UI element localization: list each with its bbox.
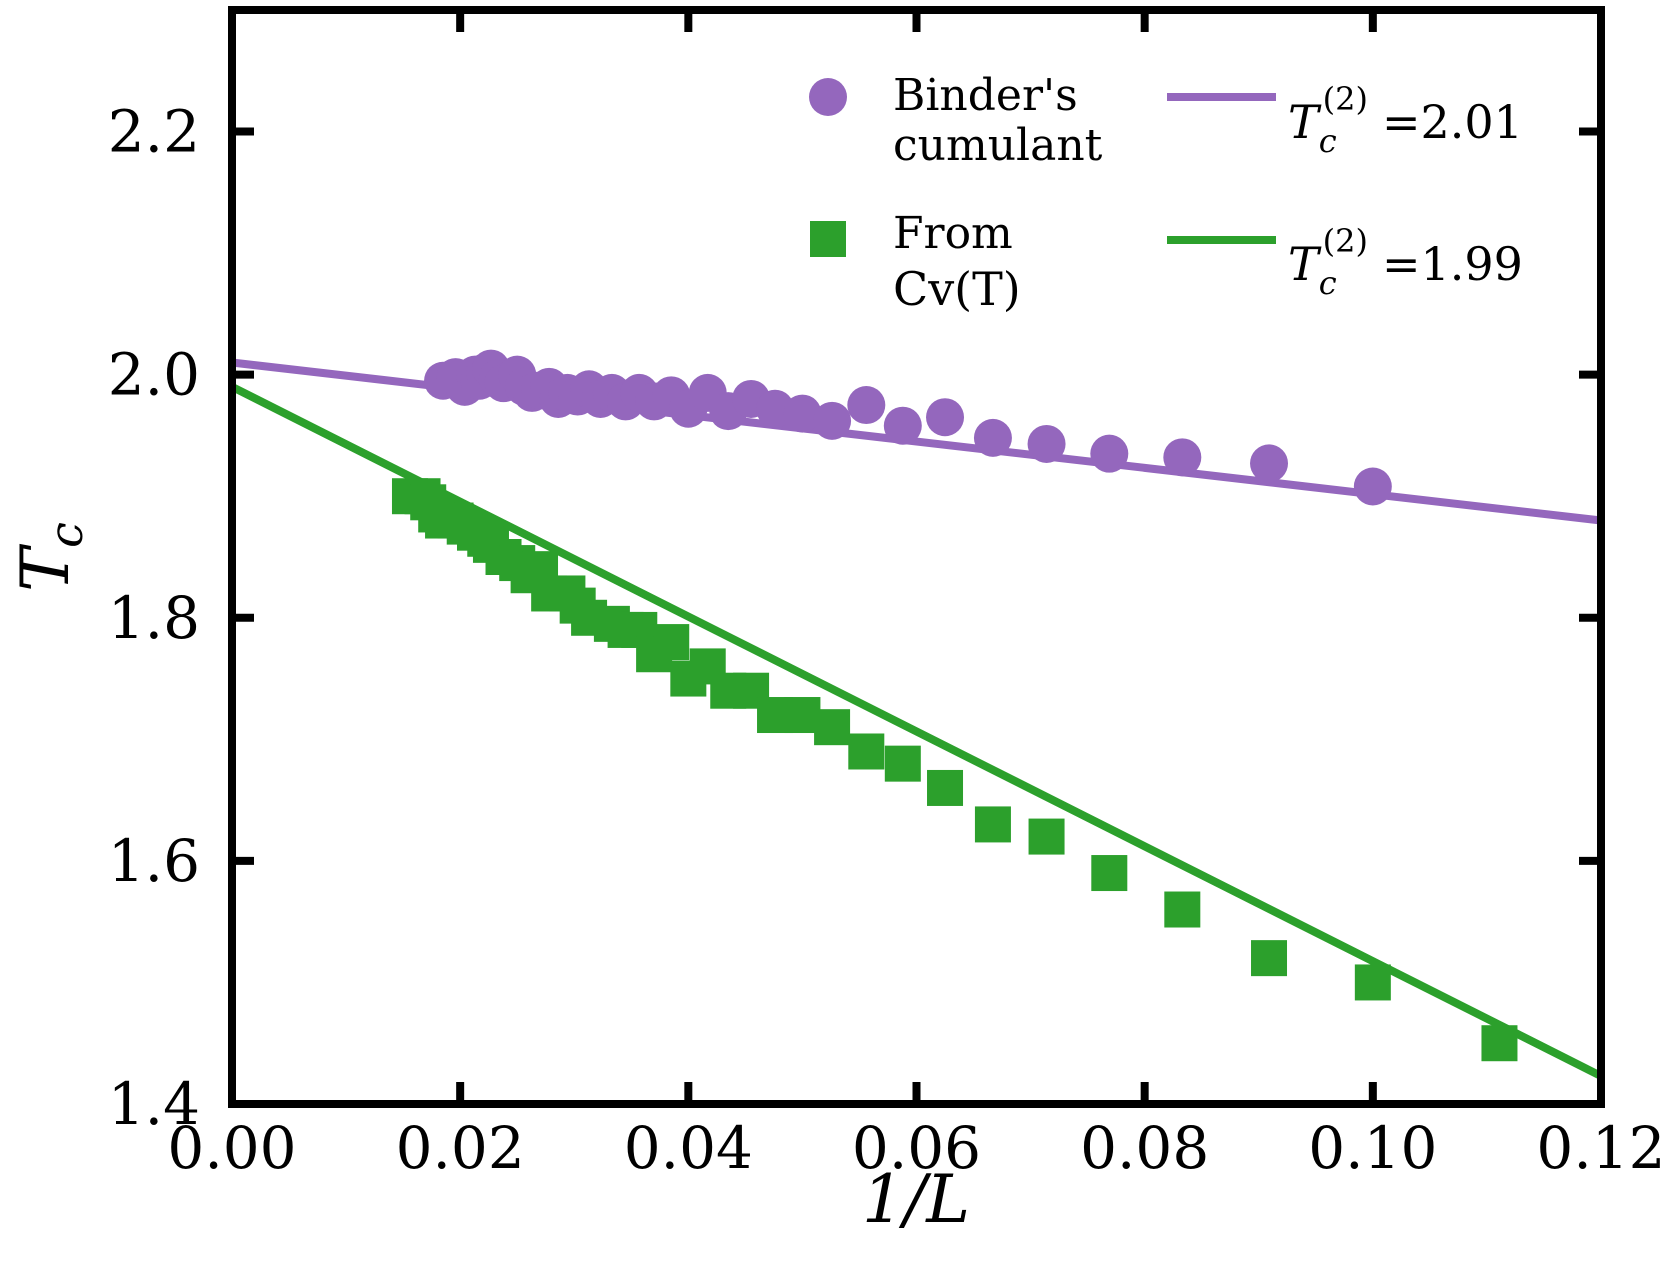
data-point-binder-36 [1090,434,1129,473]
x-tick-label-6: 0.12 [1536,1114,1661,1182]
legend-cv-line2: Cv(T) [893,262,1021,316]
y-axis-label-main: T [7,543,84,592]
legend-fit-label-binder: Tc(2) =2.01 [1288,80,1523,160]
data-point-binder-32 [883,406,922,445]
x-tick-label-2: 0.04 [624,1114,753,1182]
axis-ticks [228,10,1605,1108]
data-markers [391,349,1518,1062]
data-point-binder-38 [1250,444,1289,483]
legend-marker-binder [809,78,847,116]
data-point-cv-29 [814,709,851,746]
data-point-cv-35 [1091,855,1128,892]
y-tick-label-1: 1.6 [108,827,200,895]
legend-cv-label: Cv(T) [893,262,1021,316]
data-point-binder-33 [926,398,965,437]
x-axis-label: 1/L [862,1161,970,1238]
data-point-cv-38 [1354,964,1391,1001]
data-point-cv-37 [1251,940,1288,977]
legend-binder-line1: Binder's [893,70,1078,121]
legend: Binder's cumulant From Cv(T) Tc(2) =2.01 … [809,70,1523,316]
y-tick-label-4: 2.2 [108,98,200,166]
y-axis-label: Tc [7,522,93,592]
legend-marker-cv [810,221,846,257]
data-point-binder-31 [847,386,886,425]
y-tick-label-0: 1.4 [108,1070,200,1138]
data-point-cv-32 [927,769,964,806]
y-axis-label-sub: c [39,522,93,548]
data-point-cv-36 [1164,891,1201,928]
x-tick-label-3: 0.06 [852,1114,981,1182]
y-tick-label-2: 1.8 [108,584,200,652]
legend-binder-line2: cumulant [893,120,1103,171]
fit-lines [230,358,1603,1080]
y-tick-labels: 1.4 1.6 1.8 2.0 2.2 [108,98,200,1138]
fit-line-1 [230,383,1603,1080]
x-tick-labels: 0.00 0.02 0.04 0.06 0.08 0.10 0.12 [167,1114,1661,1182]
plot-frame [228,6,1605,1108]
data-point-cv-34 [1028,818,1065,855]
x-tick-label-1: 0.02 [396,1114,525,1182]
x-tick-label-4: 0.08 [1080,1114,1209,1182]
data-point-binder-30 [813,401,852,440]
legend-fit-label-cv: Tc(2) =1.99 [1288,222,1523,302]
data-point-binder-29 [783,394,822,433]
data-point-cv-22 [653,624,690,661]
y-tick-label-3: 2.0 [108,341,200,409]
data-point-cv-31 [884,745,921,782]
x-tick-label-5: 0.10 [1308,1114,1437,1182]
data-point-binder-35 [1027,424,1066,463]
data-point-binder-37 [1163,438,1202,477]
data-point-binder-34 [973,418,1012,457]
legend-cv-line1: From [893,208,1013,259]
data-point-binder-39 [1353,467,1392,506]
data-point-cv-33 [974,806,1011,843]
data-point-cv-39 [1481,1025,1518,1062]
x-tick-label-0: 0.00 [167,1114,296,1182]
data-point-cv-30 [848,733,885,770]
